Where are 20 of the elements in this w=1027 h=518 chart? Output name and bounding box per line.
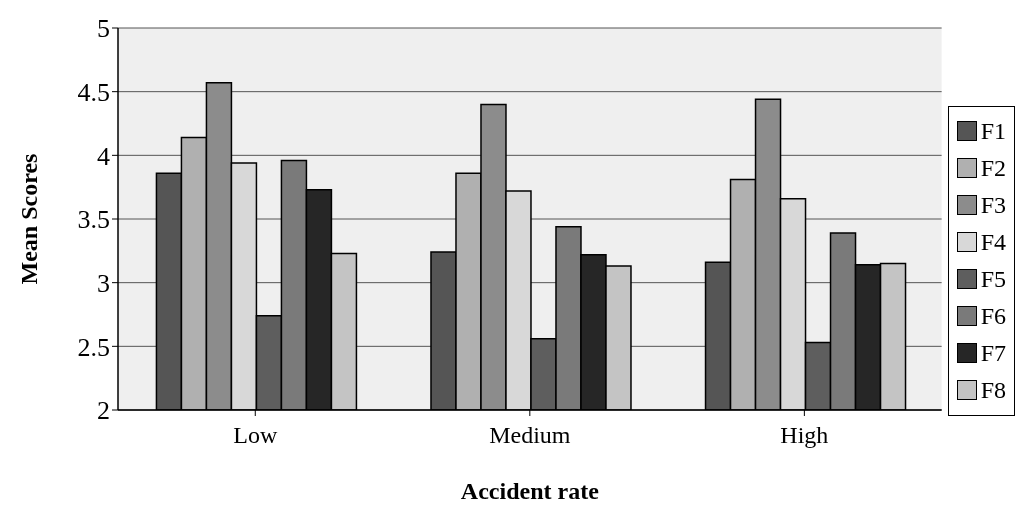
x-tick-label: Low [233,422,278,449]
x-tick-label: High [780,422,829,449]
legend-label: F6 [980,302,1006,330]
y-tick-label: 2.5 [77,332,110,362]
legend-label: F7 [980,339,1006,367]
y-tick-label: 5 [97,14,110,44]
legend-label: F3 [980,191,1006,219]
legend-label: F4 [980,228,1006,256]
legend-label: F5 [980,265,1006,293]
y-tick-label: 3 [97,268,110,298]
legend-label: F2 [980,154,1006,182]
y-tick-label: 2 [97,396,110,426]
y-tick-label: 4.5 [77,77,110,107]
legend-label: F8 [980,376,1006,404]
y-axis-title: Mean Scores [15,153,42,285]
x-axis-title: Accident rate [460,478,600,504]
y-tick-label: 3.5 [77,205,110,235]
y-tick-label: 4 [97,141,110,171]
x-tick-label: Medium [489,422,571,449]
legend-label: F1 [980,117,1006,145]
